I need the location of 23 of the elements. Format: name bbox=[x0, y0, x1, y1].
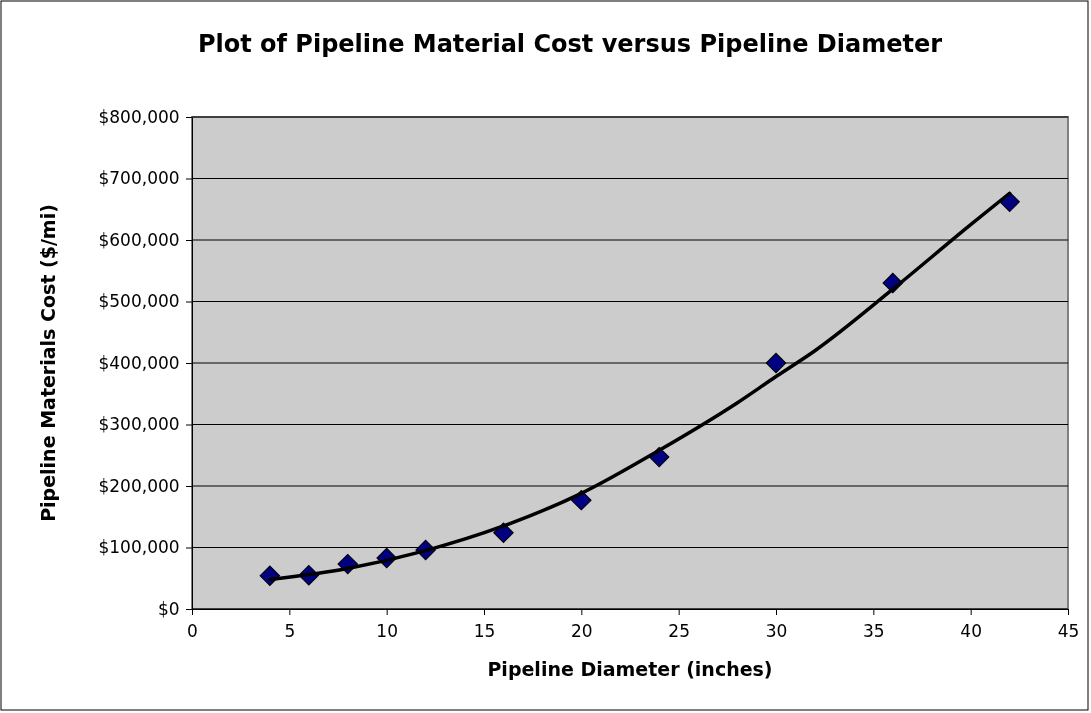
x-tick-label: 0 bbox=[187, 620, 198, 641]
x-tick-label: 20 bbox=[571, 620, 593, 641]
y-tick-label: $400,000 bbox=[98, 352, 180, 373]
y-tick-label: $500,000 bbox=[98, 291, 180, 312]
x-tick-label: 25 bbox=[668, 620, 690, 641]
x-tick-label: 40 bbox=[960, 620, 982, 641]
y-tick-label: $800,000 bbox=[98, 106, 180, 127]
x-tick-label: 35 bbox=[863, 620, 885, 641]
y-tick-label: $0 bbox=[157, 598, 180, 619]
y-tick-label: $600,000 bbox=[98, 229, 180, 250]
y-axis-title: Pipeline Materials Cost ($/mi) bbox=[37, 204, 59, 522]
x-tick-label: 45 bbox=[1057, 620, 1080, 641]
y-tick-label: $300,000 bbox=[98, 414, 180, 435]
point bbox=[765, 352, 787, 374]
chart-title: Plot of Pipeline Material Cost versus Pipeline Diameter bbox=[197, 30, 943, 58]
y-tick-label: $100,000 bbox=[98, 537, 180, 558]
x-tick-label: 5 bbox=[284, 620, 296, 641]
x-tick-label: 10 bbox=[376, 620, 398, 641]
y-tick-label: $200,000 bbox=[98, 475, 180, 496]
y-tick-label: $700,000 bbox=[98, 168, 180, 189]
x-tick-label: 15 bbox=[473, 620, 496, 641]
x-tick-label: 30 bbox=[765, 620, 788, 641]
x-axis-title: Pipeline Diameter (inches) bbox=[487, 658, 773, 680]
